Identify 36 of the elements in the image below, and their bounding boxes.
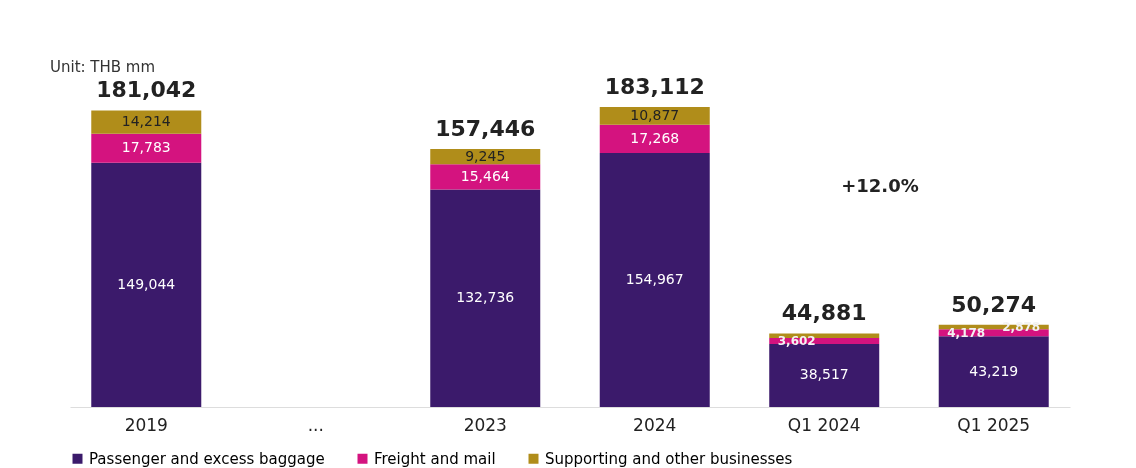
bar [91,162,202,407]
total-label: 181,042 [96,77,197,103]
total-label: 157,446 [435,116,536,142]
total-label: 50,274 [951,291,1037,317]
bar [91,110,202,134]
data-label: 154,967 [625,271,684,288]
bar [430,164,541,190]
data-label: 17,783 [121,139,171,156]
total-label: 183,112 [604,74,705,99]
legend-label: Supporting and other businesses [545,449,793,468]
total-label: 44,881 [781,300,867,326]
annotation: +12.0% [841,175,919,196]
data-label: 43,219 [969,362,1019,379]
data-label: 149,044 [117,275,176,292]
text: Unit: THB mm [50,58,156,76]
bar [599,153,710,407]
x-tick-label: Q1 2025 [957,414,1031,435]
x-tick-label: ... [307,414,324,435]
bar [430,189,541,407]
bar [599,124,710,154]
x-tick-label: 2023 [463,414,507,435]
data-label: 38,517 [799,366,849,383]
x-tick-label: 2019 [124,414,168,435]
legend-label: Passenger and excess baggage [89,449,325,468]
data-label: 4,178 [947,325,986,340]
data-label: 14,214 [121,113,171,130]
data-label: 132,736 [456,289,515,306]
bar [91,133,202,163]
x-tick-label: Q1 2024 [787,414,861,435]
x-tick-label: 2024 [633,414,677,435]
bar [769,333,880,338]
data-label: 9,245 [465,147,506,164]
data-label: 10,877 [630,106,680,123]
legend-label: Freight and mail [374,449,496,468]
data-label: 15,464 [460,167,510,184]
data-label: 17,268 [630,129,680,146]
